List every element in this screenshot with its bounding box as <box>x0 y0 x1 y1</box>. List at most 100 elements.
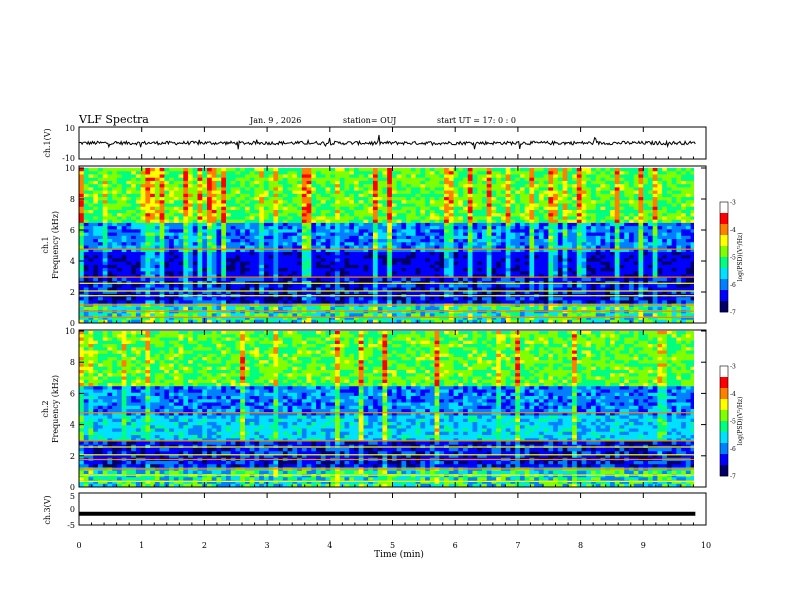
spectrogram-cell <box>444 284 450 288</box>
spectrogram-cell <box>529 209 535 214</box>
spectrogram-cell <box>562 251 568 256</box>
spectrogram-cell <box>529 242 535 246</box>
spectrogram-cell <box>207 193 213 198</box>
spectrogram-cell <box>595 258 601 263</box>
spectrogram-cell <box>420 174 426 179</box>
spectrogram-cell <box>396 274 402 279</box>
spectrogram-cell <box>662 197 668 201</box>
spectrogram-cell <box>244 197 251 201</box>
spectrogram-cell <box>278 287 284 292</box>
spectrogram-cell <box>353 251 360 256</box>
spectrogram-cell <box>121 248 127 253</box>
spectrogram-cell <box>387 248 393 253</box>
spectrogram-cell <box>93 245 99 250</box>
spectrogram-cell <box>102 180 108 185</box>
spectrogram-cell <box>320 232 326 237</box>
spectrogram-cell <box>154 287 160 292</box>
spectrogram-cell <box>538 219 545 224</box>
spectrogram-cell <box>107 284 113 288</box>
spectrogram-cell <box>150 190 156 195</box>
spectrogram-cell <box>197 264 203 269</box>
spectrogram-cell <box>600 261 606 266</box>
spectrogram-cell <box>444 190 450 195</box>
spectrogram-cell <box>638 258 644 263</box>
spectrogram-cell <box>112 271 118 275</box>
spectrogram-cell <box>586 248 592 253</box>
spectrogram-cell <box>254 235 260 240</box>
spectrogram-cell <box>140 264 146 269</box>
spectrogram-cell <box>372 193 379 198</box>
spectrogram-cell <box>140 177 146 182</box>
spectrogram-cell <box>557 193 563 198</box>
spectrogram-cell <box>349 200 355 204</box>
spectrogram-cell <box>463 251 469 256</box>
spectrogram-cell <box>358 239 364 243</box>
spectrogram-cell <box>605 216 611 221</box>
spectrogram-cell <box>591 171 597 175</box>
spectrogram-cell <box>368 190 374 195</box>
spectrogram-cell <box>415 206 421 211</box>
spectrogram-cell <box>121 180 127 185</box>
spectrogram-cell <box>131 180 137 185</box>
spectrogram-cell <box>548 261 554 266</box>
spectrogram-cell <box>83 277 89 282</box>
spectrogram-cell <box>320 255 326 259</box>
spectrogram-cell <box>159 271 165 275</box>
spectrogram-cell <box>420 287 426 292</box>
spectrogram-cell <box>188 187 194 192</box>
spectrogram-cell <box>387 187 393 192</box>
spectrogram-cell <box>534 171 540 175</box>
spectrogram-cell <box>434 245 440 250</box>
spectrogram-cell <box>572 274 578 279</box>
spectrogram-cell <box>406 245 412 250</box>
spectrogram-cell <box>396 187 402 192</box>
spectrogram-cell <box>562 232 568 237</box>
spectrogram-cell <box>207 239 213 243</box>
spectrogram-cell <box>211 248 217 253</box>
spectrogram-cell <box>178 187 184 192</box>
spectrogram-cell <box>586 187 592 192</box>
spectrogram-cell <box>121 190 127 195</box>
spectrogram-cell <box>102 226 108 230</box>
spectrogram-cell <box>221 216 227 221</box>
spectrogram-cell <box>164 287 170 292</box>
spectrogram-cell <box>221 168 227 172</box>
spectrogram-cell <box>581 180 587 185</box>
spectrogram-cell <box>671 200 677 204</box>
spectrogram-cell <box>519 248 526 253</box>
spectrogram-cell <box>671 229 677 233</box>
spectrogram-cell <box>515 242 521 246</box>
spectrogram-cell <box>586 219 592 224</box>
spectrogram-cell <box>671 177 677 182</box>
spectrogram-cell <box>287 290 293 295</box>
spectrogram-cell <box>131 203 137 208</box>
spectrogram-cell <box>126 274 132 279</box>
spectrogram-cell <box>145 245 151 250</box>
spectrogram-cell <box>197 261 203 266</box>
spectrogram-cell <box>192 264 198 269</box>
spectrogram-cell <box>301 264 307 269</box>
spectrogram-cell <box>572 261 578 266</box>
spectrogram-cell <box>553 261 559 266</box>
spectrogram-cell <box>154 187 160 192</box>
spectrogram-cell <box>610 287 616 292</box>
spectrogram-cell <box>287 258 293 263</box>
spectrogram-cell <box>515 232 521 237</box>
spectrogram-cell <box>188 277 194 282</box>
spectrogram-cell <box>368 193 374 198</box>
spectrogram-cell <box>287 251 293 256</box>
spectrogram-cell <box>477 264 483 269</box>
spectrogram-cell <box>102 248 108 253</box>
spectrogram-cell <box>335 168 341 172</box>
spectrogram-cell <box>553 251 559 256</box>
spectrogram-cell <box>107 268 113 272</box>
spectrogram-cell <box>633 242 639 246</box>
spectrogram-cell <box>387 284 393 288</box>
spectrogram-cell <box>553 248 559 253</box>
spectrogram-cell <box>463 284 469 288</box>
spectrogram-cell <box>112 171 118 175</box>
spectrogram-cell <box>534 174 540 179</box>
spectrogram-cell <box>97 171 104 175</box>
spectrogram-cell <box>244 271 251 275</box>
